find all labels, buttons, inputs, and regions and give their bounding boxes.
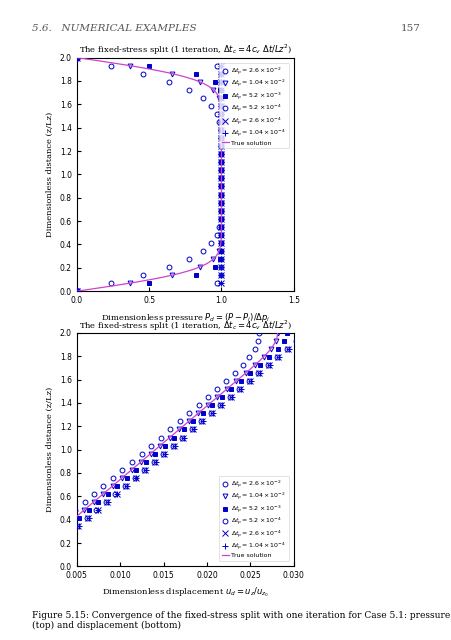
Title: The fixed-stress split (1 iteration, $\Delta t_c$$=4c_v$ $\Delta t/Lz^2$): The fixed-stress split (1 iteration, $\D… <box>78 318 291 333</box>
Legend: $\Delta t_p$$=2.6\times10^{-2}$, $\Delta t_p$$=1.04\times10^{-2}$, $\Delta t_p$$: $\Delta t_p$$=2.6\times10^{-2}$, $\Delta… <box>219 476 288 561</box>
X-axis label: Dimensionless pressure $P_d=(P-P_i)/\Delta p_i$: Dimensionless pressure $P_d=(P-P_i)/\Del… <box>101 310 269 324</box>
Text: 5.6.   NUMERICAL EXAMPLES: 5.6. NUMERICAL EXAMPLES <box>32 24 196 33</box>
Y-axis label: Dimensionless distance (z/Lz): Dimensionless distance (z/Lz) <box>46 387 54 512</box>
Legend: $\Delta t_p$$=2.6\times10^{-2}$, $\Delta t_p$$=1.04\times10^{-2}$, $\Delta t_p$$: $\Delta t_p$$=2.6\times10^{-2}$, $\Delta… <box>219 63 288 148</box>
Y-axis label: Dimensionless distance (z/Lz): Dimensionless distance (z/Lz) <box>46 112 54 237</box>
Text: Figure 5.15: Convergence of the fixed-stress split with one iteration for Case 5: Figure 5.15: Convergence of the fixed-st… <box>32 611 449 630</box>
X-axis label: Dimensionless displacement $u_d=u_z/u_{z_0}$: Dimensionless displacement $u_d=u_z/u_{z… <box>101 586 268 600</box>
Title: The fixed-stress split (1 iteration, $\Delta t_c$$=4c_v$ $\Delta t/Lz^2$): The fixed-stress split (1 iteration, $\D… <box>78 43 291 58</box>
Text: 157: 157 <box>400 24 419 33</box>
